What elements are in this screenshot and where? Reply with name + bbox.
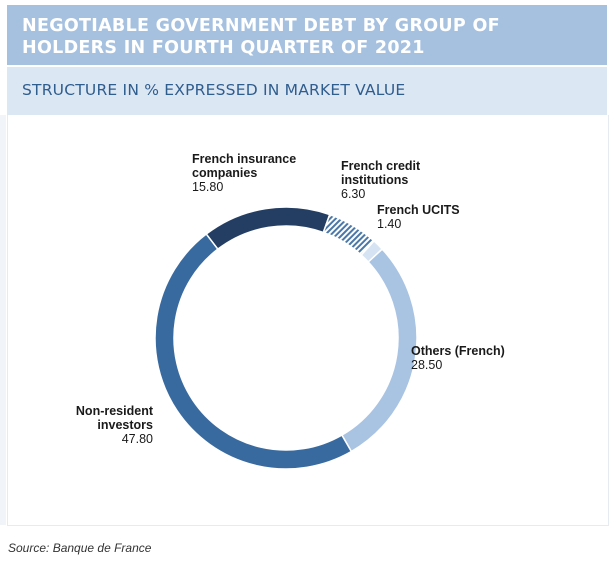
- chart-title: NEGOTIABLE GOVERNMENT DEBT BY GROUP OF H…: [22, 16, 500, 58]
- label-others-french: Others (French) 28.50: [411, 344, 505, 372]
- label-french-ucits: French UCITS 1.40: [377, 203, 460, 231]
- label-non-resident-investors: Non-resident investors 47.80: [58, 404, 153, 446]
- slice-french-insurance-companies: [205, 206, 331, 251]
- label-value: 47.80: [121, 432, 153, 446]
- slice-non-resident-investors: [154, 233, 353, 470]
- label-value: 15.80: [192, 180, 224, 194]
- donut-chart: [154, 206, 418, 470]
- label-value: 28.50: [411, 358, 443, 372]
- label-name: French UCITS: [377, 203, 460, 217]
- label-name: French credit institutions: [341, 159, 421, 187]
- label-french-insurance-companies: French insurance companies 15.80: [192, 152, 310, 194]
- label-name: Others (French): [411, 344, 505, 358]
- source-note: Source: Banque de France: [8, 541, 152, 555]
- label-name: French insurance companies: [192, 152, 297, 180]
- label-name: Non-resident investors: [75, 404, 153, 432]
- label-french-credit-institutions: French credit institutions 6.30: [341, 159, 421, 201]
- chart-panel: French insurance companies 15.80 French …: [0, 115, 609, 526]
- title-bar: NEGOTIABLE GOVERNMENT DEBT BY GROUP OF H…: [7, 5, 607, 65]
- label-value: 6.30: [341, 187, 366, 201]
- slice-others-french: [340, 248, 418, 453]
- chart-subtitle: STRUCTURE IN % EXPRESSED IN MARKET VALUE: [22, 81, 406, 99]
- subtitle-bar: STRUCTURE IN % EXPRESSED IN MARKET VALUE: [7, 67, 607, 115]
- label-value: 1.40: [377, 217, 402, 231]
